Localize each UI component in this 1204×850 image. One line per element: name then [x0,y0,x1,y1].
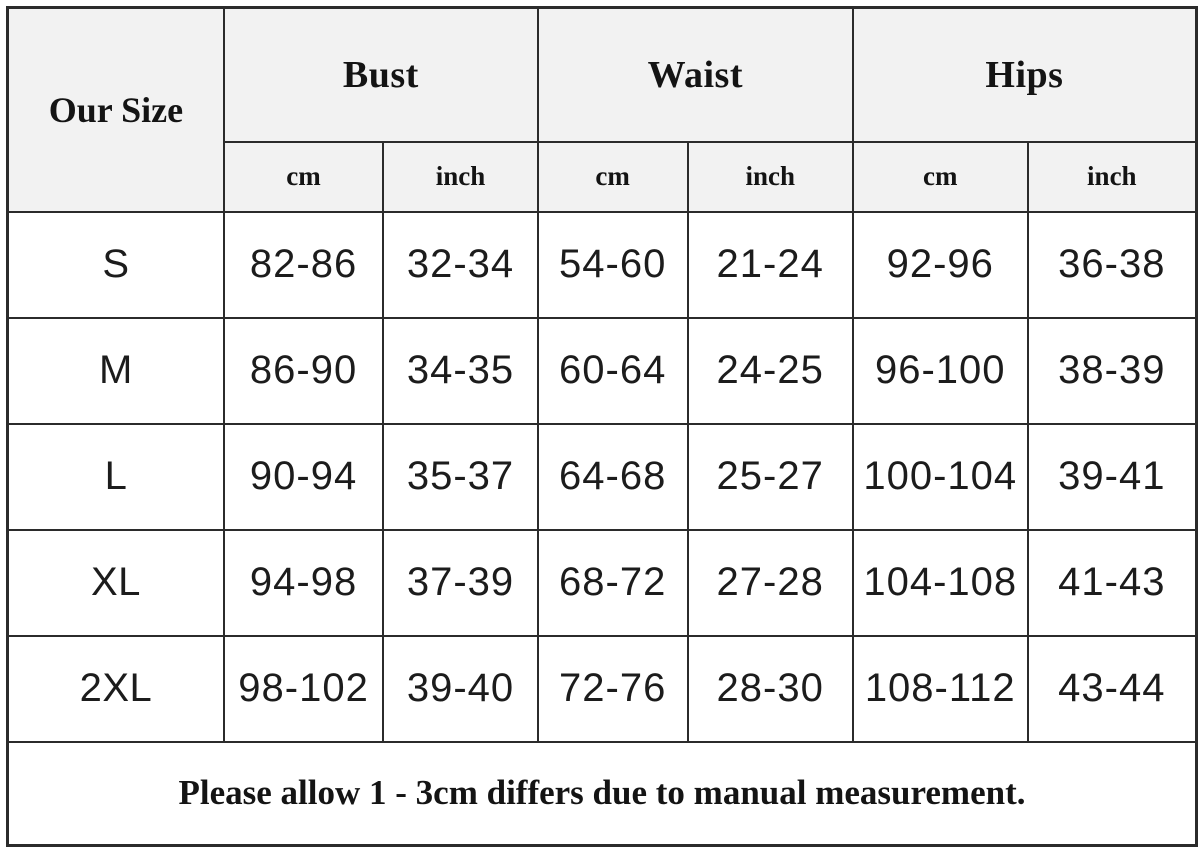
measurement-cell: 41-43 [1026,528,1198,637]
footnote-row: Please allow 1 - 3cm differs due to manu… [6,740,1198,847]
measurement-cell: 27-28 [686,528,854,637]
size-row-xl: XL 94-98 37-39 68-72 27-28 104-108 41-43 [6,528,1198,637]
size-row-m: M 86-90 34-35 60-64 24-25 96-100 38-39 [6,316,1198,425]
hips-group-header: Hips [851,6,1198,143]
measurement-cell: 72-76 [536,634,689,743]
measurement-cell: 25-27 [686,422,854,531]
measurement-cell: 43-44 [1026,634,1198,743]
size-chart-table: Our Size Bust Waist Hips cm inch cm inch… [6,6,1198,847]
measurement-cell: 39-41 [1026,422,1198,531]
size-label-cell: L [6,422,225,531]
measurement-cell: 90-94 [222,422,385,531]
bust-group-header: Bust [222,6,539,143]
measurement-cell: 92-96 [851,210,1029,319]
hips-inch-unit-header: inch [1026,140,1198,213]
measurement-cell: 37-39 [382,528,539,637]
measurement-cell: 39-40 [382,634,539,743]
waist-cm-unit-header: cm [536,140,689,213]
size-label-cell: 2XL [6,634,225,743]
measurement-cell: 86-90 [222,316,385,425]
measurement-cell: 24-25 [686,316,854,425]
measurement-cell: 35-37 [382,422,539,531]
measurement-cell: 96-100 [851,316,1029,425]
group-header-row: Our Size Bust Waist Hips [6,6,1198,213]
measurement-cell: 68-72 [536,528,689,637]
measurement-cell: 94-98 [222,528,385,637]
measurement-cell: 34-35 [382,316,539,425]
measurement-cell: 54-60 [536,210,689,319]
size-row-2xl: 2XL 98-102 39-40 72-76 28-30 108-112 43-… [6,634,1198,743]
measurement-cell: 38-39 [1026,316,1198,425]
size-label-cell: M [6,316,225,425]
waist-group-header: Waist [536,6,854,143]
measurement-cell: 32-34 [382,210,539,319]
size-row-s: S 82-86 32-34 54-60 21-24 92-96 36-38 [6,210,1198,319]
measurement-cell: 21-24 [686,210,854,319]
measurement-cell: 82-86 [222,210,385,319]
measurement-cell: 64-68 [536,422,689,531]
measurement-cell: 108-112 [851,634,1029,743]
bust-cm-unit-header: cm [222,140,385,213]
measurement-cell: 60-64 [536,316,689,425]
bust-inch-unit-header: inch [382,140,539,213]
measurement-cell: 100-104 [851,422,1029,531]
size-label-cell: S [6,210,225,319]
measurement-cell: 36-38 [1026,210,1198,319]
footnote: Please allow 1 - 3cm differs due to manu… [6,740,1198,847]
size-label-cell: XL [6,528,225,637]
measurement-cell: 28-30 [686,634,854,743]
hips-cm-unit-header: cm [851,140,1029,213]
measurement-cell: 98-102 [222,634,385,743]
our-size-header: Our Size [6,6,225,213]
size-row-l: L 90-94 35-37 64-68 25-27 100-104 39-41 [6,422,1198,531]
measurement-cell: 104-108 [851,528,1029,637]
unit-header-row: cm inch cm inch cm inch [8,140,1198,213]
waist-inch-unit-header: inch [686,140,854,213]
